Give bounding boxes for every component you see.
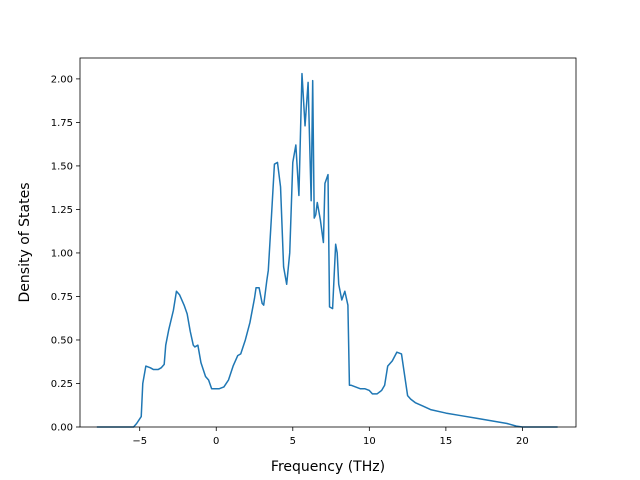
- y-tick-label: 1.00: [51, 248, 73, 259]
- y-tick-label: 0.25: [51, 379, 73, 390]
- y-tick-label: 0.75: [51, 292, 73, 303]
- y-tick-label: 2.00: [51, 74, 73, 85]
- plot-area-background: [80, 58, 576, 427]
- x-tick-label: 5: [290, 436, 296, 447]
- y-tick-label: 1.50: [51, 161, 73, 172]
- y-tick-label: 1.25: [51, 205, 73, 216]
- y-tick-label: 0.00: [51, 423, 73, 434]
- y-axis-label: Density of States: [17, 183, 33, 303]
- x-tick-label: −5: [132, 436, 147, 447]
- dos-series-line: [96, 72, 558, 428]
- y-tick-label: 0.50: [51, 335, 73, 346]
- y-tick-label: 1.75: [51, 118, 73, 129]
- x-axis-label: Frequency (THz): [271, 459, 385, 475]
- plot-frame: [79, 57, 577, 428]
- x-axis-ticks: −5 0 5 10 15 20: [132, 427, 529, 447]
- x-tick-label: 20: [516, 436, 529, 447]
- x-tick-label: 15: [440, 436, 453, 447]
- y-axis-ticks: 0.00 0.25 0.50 0.75 1.00 1.25 1.50 1.75 2.00: [51, 74, 80, 434]
- x-tick-label: 10: [363, 436, 376, 447]
- x-tick-label: 0: [213, 436, 219, 447]
